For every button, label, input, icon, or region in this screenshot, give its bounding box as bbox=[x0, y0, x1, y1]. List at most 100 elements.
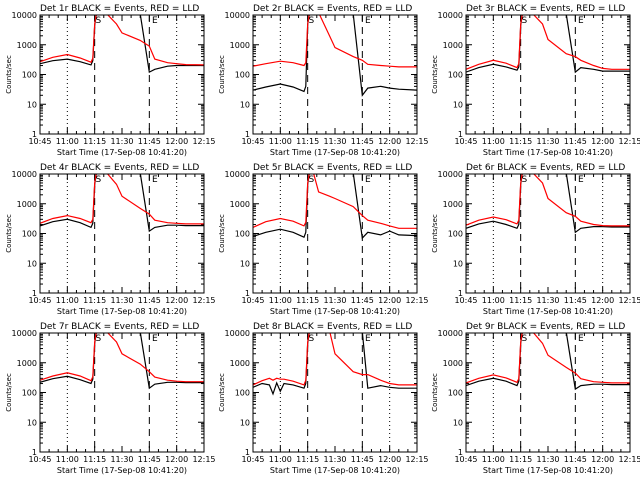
events-series-line bbox=[253, 174, 417, 240]
x-tick-label: 11:15 bbox=[83, 137, 106, 146]
marker-letter-s: S bbox=[521, 175, 527, 185]
plot-frame bbox=[252, 332, 418, 453]
x-axis-label: Start Time (17-Sep-08 10:41:20) bbox=[57, 466, 187, 475]
y-tick-label: 1000 bbox=[230, 41, 250, 50]
events-series-line bbox=[253, 333, 417, 396]
x-tick-label: 12:00 bbox=[165, 455, 188, 464]
x-tick-label: 11:45 bbox=[138, 137, 161, 146]
plot-frame bbox=[39, 173, 205, 294]
y-tick-label: 10 bbox=[240, 100, 250, 109]
x-tick-label: 11:15 bbox=[509, 137, 532, 146]
y-axis-label: Counts/sec bbox=[5, 55, 13, 94]
y-axis-label: Counts/sec bbox=[218, 373, 226, 412]
detector-panel-5: Det 5r BLACK = Events, RED = LLD Counts/s… bbox=[218, 163, 429, 316]
y-tick-label: 1 bbox=[245, 130, 250, 139]
marker-letter-s: S bbox=[95, 16, 101, 26]
x-tick-label: 11:00 bbox=[482, 455, 505, 464]
detector-panel-4: Det 4r BLACK = Events, RED = LLD Counts/s… bbox=[5, 163, 216, 316]
marker-letter-e: E bbox=[578, 16, 584, 26]
y-tick-label: 10 bbox=[240, 418, 250, 427]
y-tick-label: 100 bbox=[22, 230, 37, 239]
x-tick-label: 12:00 bbox=[165, 296, 188, 305]
y-tick-label: 1 bbox=[245, 448, 250, 457]
y-tick-label: 100 bbox=[22, 389, 37, 398]
lld-series-line bbox=[466, 333, 630, 384]
marker-letter-e: E bbox=[365, 334, 371, 344]
x-tick-label: 10:45 bbox=[241, 137, 264, 146]
lld-series-line bbox=[253, 15, 417, 68]
detector-panel-3: Det 3r BLACK = Events, RED = LLD Counts/s… bbox=[431, 4, 640, 157]
x-tick-label: 12:00 bbox=[591, 296, 614, 305]
lld-series-line bbox=[40, 15, 204, 66]
marker-letter-e: E bbox=[578, 175, 584, 185]
lld-series-line bbox=[466, 15, 630, 70]
x-tick-label: 11:30 bbox=[536, 296, 559, 305]
plot-frame bbox=[252, 14, 418, 135]
x-tick-label: 10:45 bbox=[28, 137, 51, 146]
y-tick-label: 10000 bbox=[12, 329, 37, 338]
x-tick-label: 11:30 bbox=[110, 137, 133, 146]
lld-series-line bbox=[253, 333, 417, 386]
x-tick-label: 11:45 bbox=[564, 296, 587, 305]
y-axis-label: Counts/sec bbox=[218, 55, 226, 94]
plot-frame bbox=[39, 332, 205, 453]
marker-letter-e: E bbox=[578, 334, 584, 344]
detector-panel-6: Det 6r BLACK = Events, RED = LLD Counts/s… bbox=[431, 163, 640, 316]
y-axis-label: Counts/sec bbox=[5, 373, 13, 412]
x-tick-label: 11:00 bbox=[482, 137, 505, 146]
x-tick-label: 11:15 bbox=[83, 455, 106, 464]
x-tick-label: 11:00 bbox=[269, 296, 292, 305]
y-tick-label: 100 bbox=[235, 389, 250, 398]
y-axis-label: Counts/sec bbox=[431, 214, 439, 253]
marker-letter-s: S bbox=[308, 334, 314, 344]
x-tick-label: 11:30 bbox=[323, 296, 346, 305]
y-tick-label: 100 bbox=[235, 71, 250, 80]
x-tick-label: 11:30 bbox=[323, 455, 346, 464]
lld-series-line bbox=[40, 174, 204, 225]
x-axis-label: Start Time (17-Sep-08 10:41:20) bbox=[57, 307, 187, 316]
lld-series-line bbox=[40, 333, 204, 383]
x-tick-label: 12:00 bbox=[378, 296, 401, 305]
detector-panel-7: Det 7r BLACK = Events, RED = LLD Counts/s… bbox=[5, 322, 216, 475]
x-tick-label: 12:15 bbox=[618, 296, 640, 305]
y-tick-label: 10 bbox=[453, 418, 463, 427]
marker-letter-s: S bbox=[521, 16, 527, 26]
marker-letter-e: E bbox=[152, 334, 158, 344]
x-tick-label: 11:45 bbox=[564, 137, 587, 146]
plot-frame bbox=[39, 14, 205, 135]
panel-title: Det 7r BLACK = Events, RED = LLD bbox=[40, 322, 199, 332]
lld-series-line bbox=[253, 174, 417, 229]
y-tick-label: 10 bbox=[27, 100, 37, 109]
x-tick-label: 11:00 bbox=[56, 296, 79, 305]
x-tick-label: 11:15 bbox=[509, 455, 532, 464]
panel-title: Det 1r BLACK = Events, RED = LLD bbox=[40, 4, 199, 14]
x-tick-label: 11:00 bbox=[269, 137, 292, 146]
panel-title: Det 8r BLACK = Events, RED = LLD bbox=[253, 322, 412, 332]
y-axis-label: Counts/sec bbox=[431, 373, 439, 412]
x-axis-label: Start Time (17-Sep-08 10:41:20) bbox=[270, 148, 400, 157]
x-tick-label: 10:45 bbox=[28, 296, 51, 305]
x-tick-label: 10:45 bbox=[28, 455, 51, 464]
x-tick-label: 12:15 bbox=[192, 296, 215, 305]
y-tick-label: 1 bbox=[458, 289, 463, 298]
x-tick-label: 12:00 bbox=[591, 137, 614, 146]
x-tick-label: 12:15 bbox=[618, 137, 640, 146]
y-axis-label: Counts/sec bbox=[431, 55, 439, 94]
lld-series-line bbox=[466, 174, 630, 227]
panel-title: Det 3r BLACK = Events, RED = LLD bbox=[466, 4, 625, 14]
x-tick-label: 11:00 bbox=[482, 296, 505, 305]
marker-letter-s: S bbox=[308, 16, 314, 26]
plot-frame bbox=[252, 173, 418, 294]
y-tick-label: 1 bbox=[32, 130, 37, 139]
y-tick-label: 1000 bbox=[443, 41, 463, 50]
x-tick-label: 11:15 bbox=[509, 296, 532, 305]
y-tick-label: 1000 bbox=[17, 200, 37, 209]
x-tick-label: 10:45 bbox=[454, 455, 477, 464]
y-tick-label: 10000 bbox=[438, 11, 463, 20]
x-tick-label: 11:15 bbox=[296, 455, 319, 464]
marker-letter-e: E bbox=[365, 16, 371, 26]
x-tick-label: 10:45 bbox=[454, 137, 477, 146]
panel-title: Det 5r BLACK = Events, RED = LLD bbox=[253, 163, 412, 173]
y-tick-label: 1000 bbox=[443, 359, 463, 368]
marker-letter-s: S bbox=[95, 334, 101, 344]
